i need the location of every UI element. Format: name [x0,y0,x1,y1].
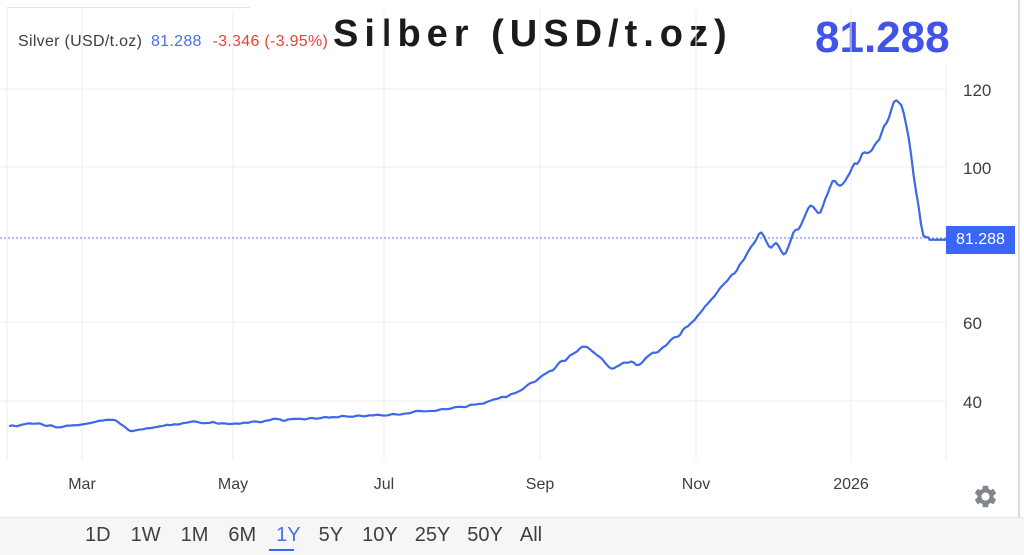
svg-text:Jul: Jul [374,476,394,493]
svg-text:100: 100 [963,159,991,178]
svg-text:60: 60 [963,314,982,333]
svg-text:May: May [218,476,248,493]
svg-text:2026: 2026 [833,476,869,493]
svg-text:Mar: Mar [68,476,96,493]
svg-text:Sep: Sep [526,476,555,493]
svg-text:Nov: Nov [682,476,710,493]
svg-text:120: 120 [963,81,991,100]
svg-text:40: 40 [963,393,982,412]
